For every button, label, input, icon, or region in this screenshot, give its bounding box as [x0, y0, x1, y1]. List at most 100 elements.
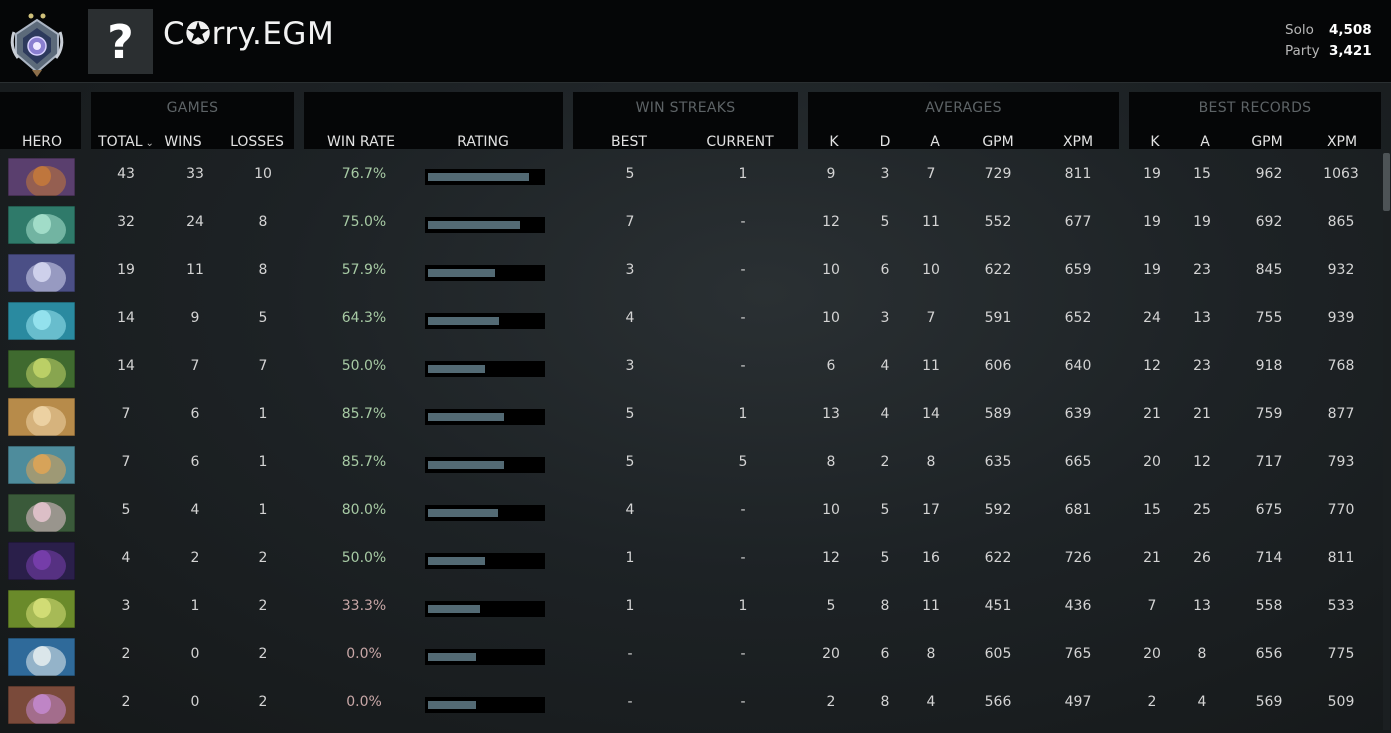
rating-bar-fill [428, 365, 485, 373]
cell-losses: 10 [254, 166, 272, 182]
cell-best-gpm: 558 [1255, 598, 1283, 614]
cell-best-k: 24 [1143, 310, 1161, 326]
scrollbar-thumb[interactable] [1383, 153, 1390, 211]
column-header-best-a[interactable]: A [1200, 134, 1210, 150]
table-row[interactable]: 7 6 1 85.7% 5 1 13 4 14 589 639 21 21 759 877 [0, 392, 1380, 440]
column-header-wins[interactable]: WINS [164, 134, 202, 150]
column-header-avg-a[interactable]: A [930, 134, 940, 150]
column-header-best-k[interactable]: K [1150, 134, 1160, 150]
cell-best-xpm: 865 [1327, 214, 1355, 230]
cell-avg-k: 5 [826, 598, 836, 614]
player-avatar[interactable]: ? [88, 9, 153, 74]
table-row[interactable]: 19 11 8 57.9% 3 - 10 6 10 622 659 19 23 845 932 [0, 248, 1380, 296]
column-header-rating[interactable]: RATING [457, 134, 509, 150]
column-header-avg-k[interactable]: K [829, 134, 839, 150]
column-header-best-xpm[interactable]: XPM [1326, 134, 1358, 150]
column-header-streak-best[interactable]: BEST [611, 134, 647, 150]
column-header-hero[interactable]: HERO [21, 134, 63, 150]
table-row[interactable]: 5 4 1 80.0% 4 - 10 5 17 592 681 15 25 675 770 [0, 488, 1380, 536]
rating-bar [425, 457, 545, 473]
rating-bar [425, 217, 545, 233]
cell-win-rate: 50.0% [341, 550, 387, 566]
table-row[interactable]: 32 24 8 75.0% 7 - 12 5 11 552 677 19 19 692 865 [0, 200, 1380, 248]
table-row[interactable]: 3 1 2 33.3% 1 1 5 8 11 451 436 7 13 558 533 [0, 584, 1380, 632]
column-header-win-rate[interactable]: WIN RATE [327, 134, 395, 150]
scrollbar[interactable] [1383, 150, 1390, 730]
table-row[interactable]: 14 9 5 64.3% 4 - 10 3 7 591 652 24 13 755 939 [0, 296, 1380, 344]
cell-best-k: 7 [1147, 598, 1157, 614]
cell-streak-best: 4 [625, 310, 635, 326]
alchemist-icon[interactable] [8, 686, 75, 724]
column-header-avg-xpm[interactable]: XPM [1062, 134, 1094, 150]
table-row[interactable]: 2 0 2 0.0% - - 2 8 4 566 497 2 4 569 509 [0, 680, 1380, 728]
cell-best-gpm: 675 [1255, 502, 1283, 518]
cell-avg-a: 4 [926, 694, 936, 710]
cell-best-a: 26 [1193, 550, 1211, 566]
table-row[interactable]: 4 2 2 50.0% 1 - 12 5 16 622 726 21 26 714 811 [0, 536, 1380, 584]
cell-total: 2 [121, 646, 131, 662]
cell-losses: 2 [258, 598, 268, 614]
cell-total: 14 [117, 310, 135, 326]
cell-streak-current: 1 [738, 598, 748, 614]
faceless-void-icon[interactable] [8, 542, 75, 580]
column-header-losses[interactable]: LOSSES [230, 134, 284, 150]
column-header-streak-current[interactable]: CURRENT [706, 134, 774, 150]
column-header-avg-gpm[interactable]: GPM [982, 134, 1014, 150]
naga-siren-icon[interactable] [8, 206, 75, 244]
column-header-avg-d[interactable]: D [879, 134, 891, 150]
cell-best-gpm: 759 [1255, 406, 1283, 422]
player-name: C✪rry.EGM [163, 16, 335, 52]
cell-best-xpm: 932 [1327, 262, 1355, 278]
header-panel-best-records: BEST RECORDS [1129, 92, 1381, 149]
cell-best-xpm: 793 [1327, 454, 1355, 470]
cell-win-rate: 33.3% [341, 598, 387, 614]
cell-streak-current: - [740, 694, 746, 710]
rating-bar [425, 649, 545, 665]
rating-bar-fill [428, 173, 529, 181]
column-header-best-gpm[interactable]: GPM [1251, 134, 1283, 150]
sniper-icon[interactable] [8, 494, 75, 532]
column-header-total[interactable]: TOTAL ⌄ [98, 134, 154, 150]
cell-best-gpm: 962 [1255, 166, 1283, 182]
rating-bar-fill [428, 221, 520, 229]
anti-mage-icon[interactable] [8, 158, 75, 196]
cell-best-gpm: 569 [1255, 694, 1283, 710]
rating-bar [425, 553, 545, 569]
cell-best-a: 8 [1197, 646, 1207, 662]
cell-wins: 11 [186, 262, 204, 278]
header-panel-hero [0, 92, 81, 149]
gyrocopter-icon[interactable] [8, 350, 75, 388]
cell-losses: 2 [258, 694, 268, 710]
cell-best-gpm: 918 [1255, 358, 1283, 374]
cell-best-k: 20 [1143, 454, 1161, 470]
cell-avg-gpm: 605 [984, 646, 1012, 662]
cell-best-gpm: 656 [1255, 646, 1283, 662]
column-header-total-label: TOTAL [98, 134, 143, 150]
lone-druid-icon[interactable] [8, 398, 75, 436]
cell-streak-current: 1 [738, 166, 748, 182]
table-row[interactable]: 7 6 1 85.7% 5 5 8 2 8 635 665 20 12 717 793 [0, 440, 1380, 488]
cell-wins: 6 [190, 406, 200, 422]
cell-win-rate: 80.0% [341, 502, 387, 518]
cell-losses: 8 [258, 262, 268, 278]
solo-mmr-label: Solo [1285, 22, 1314, 38]
cell-best-k: 12 [1143, 358, 1161, 374]
cell-total: 32 [117, 214, 135, 230]
tusk-icon[interactable] [8, 638, 75, 676]
troll-warlord-icon[interactable] [8, 446, 75, 484]
cell-best-gpm: 755 [1255, 310, 1283, 326]
luna-icon[interactable] [8, 254, 75, 292]
table-row[interactable]: 43 33 10 76.7% 5 1 9 3 7 729 811 19 15 962 1063 [0, 152, 1380, 200]
venomancer-icon[interactable] [8, 590, 75, 628]
rating-bar-fill [428, 701, 476, 709]
table-row[interactable]: 14 7 7 50.0% 3 - 6 4 11 606 640 12 23 918 768 [0, 344, 1380, 392]
solo-mmr-value: 4,508 [1329, 22, 1372, 38]
cell-best-k: 2 [1147, 694, 1157, 710]
morphling-icon[interactable] [8, 302, 75, 340]
cell-avg-a: 16 [922, 550, 940, 566]
cell-avg-k: 2 [826, 694, 836, 710]
rating-bar [425, 361, 545, 377]
cell-best-xpm: 768 [1327, 358, 1355, 374]
table-row[interactable]: 2 0 2 0.0% - -20 6 8 605 765 20 8 656 775 [0, 632, 1380, 680]
party-mmr-label: Party [1285, 43, 1320, 59]
